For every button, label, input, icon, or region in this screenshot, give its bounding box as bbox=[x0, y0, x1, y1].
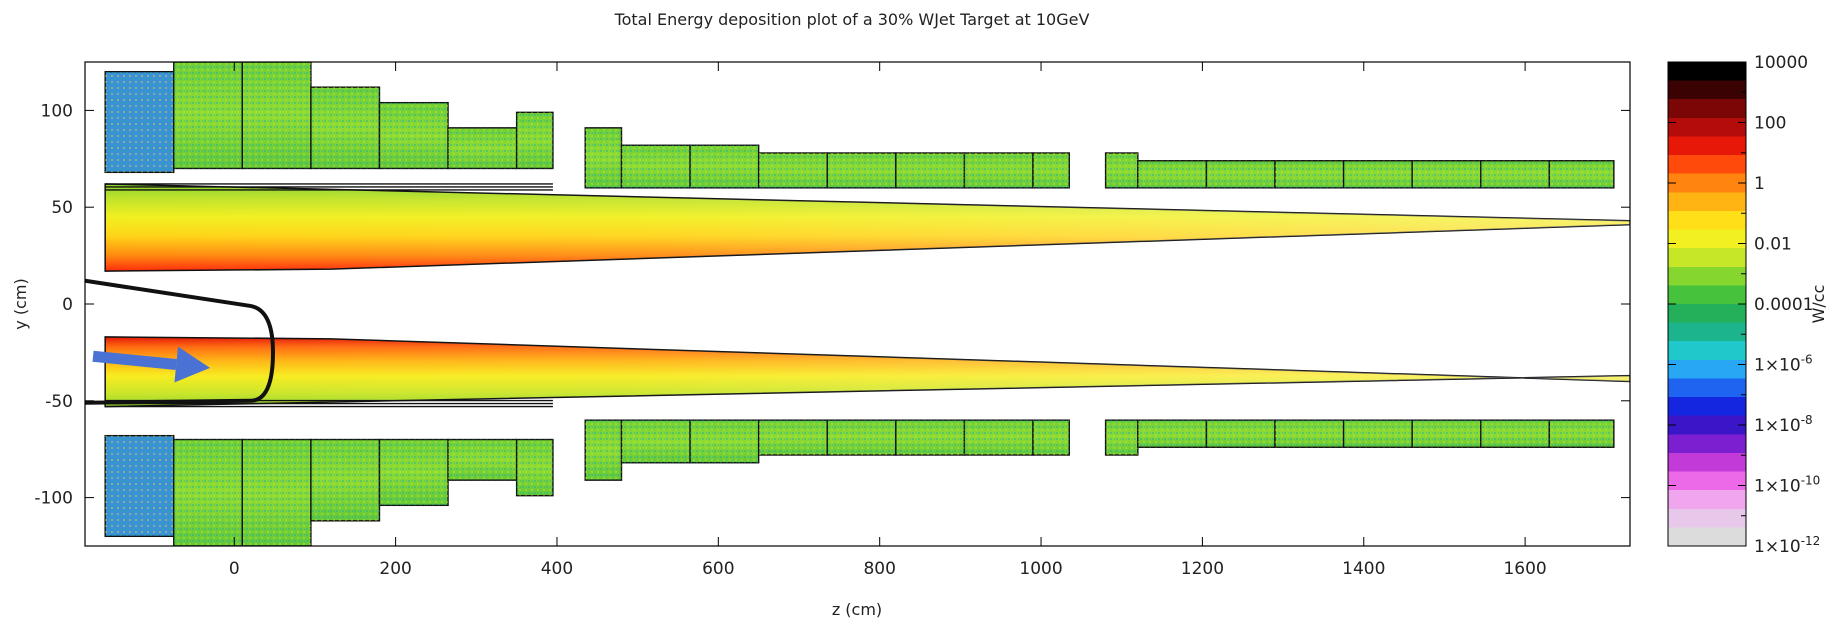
colorbar-tick-label: 10000 bbox=[1754, 53, 1808, 73]
colorbar-tick-label: 100 bbox=[1754, 114, 1786, 134]
upper-shield-blocks-texture-17 bbox=[1206, 160, 1276, 188]
lower-shield-blocks-texture-5 bbox=[448, 439, 517, 481]
colorbar-tick-exponent: -10 bbox=[1801, 474, 1821, 488]
upper-shield-blocks-texture-8 bbox=[621, 145, 691, 188]
lower-shield-blocks-texture-17 bbox=[1206, 420, 1276, 448]
colorbar-tick-label: 1×10-6 bbox=[1754, 353, 1813, 376]
upper-shield-blocks-texture-14 bbox=[1032, 152, 1070, 188]
colorbar-gradient bbox=[1667, 61, 1747, 547]
y-tick-label: 0 bbox=[62, 295, 73, 315]
lower-shield-blocks-texture-8 bbox=[621, 420, 691, 463]
colorbar-tick-label: 1×10-12 bbox=[1754, 534, 1820, 557]
upper-shield-blocks-texture-10 bbox=[758, 152, 828, 188]
lower-shield-blocks-texture-7 bbox=[585, 420, 622, 481]
colorbar-tick-exponent: -12 bbox=[1801, 534, 1821, 548]
upper-shield-blocks-texture-0 bbox=[105, 71, 174, 173]
lower-shield-blocks-texture-14 bbox=[1032, 420, 1070, 456]
y-axis-label: y (cm) bbox=[11, 278, 30, 329]
lower-shield-blocks-texture-13 bbox=[964, 420, 1033, 456]
colorbar-label: W/cc bbox=[1809, 285, 1828, 324]
x-tick-label: 400 bbox=[541, 559, 573, 579]
lower-shield-blocks-texture-1 bbox=[173, 439, 243, 546]
target-outline bbox=[85, 278, 275, 405]
plot-area bbox=[85, 62, 1630, 546]
annotations bbox=[92, 346, 211, 383]
y-tick-label: -50 bbox=[45, 392, 73, 412]
x-axis-label: z (cm) bbox=[832, 600, 882, 619]
upper-shield-blocks-texture-5 bbox=[448, 127, 517, 169]
x-tick-label: 0 bbox=[229, 559, 240, 579]
upper-beam-pipe-deposition-fade bbox=[105, 183, 1630, 272]
lower-shield-blocks-texture-15 bbox=[1105, 420, 1138, 456]
upper-shield-blocks-texture-1 bbox=[173, 62, 243, 169]
x-axis: 0 200 400 600 800 1000 1200 1400 1600 bbox=[229, 62, 1547, 579]
lower-shield-blocks-texture-21 bbox=[1480, 420, 1550, 448]
lower-beam-pipe-deposition-fade bbox=[105, 336, 1630, 407]
colorbar-tick-label: 0.0001 bbox=[1754, 295, 1813, 315]
lower-shield-blocks-texture-18 bbox=[1275, 420, 1344, 448]
x-tick-label: 1200 bbox=[1181, 559, 1224, 579]
x-tick-label: 1000 bbox=[1019, 559, 1062, 579]
lower-shield-blocks-texture-0 bbox=[105, 435, 174, 537]
upper-shield-blocks-texture-22 bbox=[1549, 160, 1614, 188]
lower-shield-blocks-texture-16 bbox=[1137, 420, 1207, 448]
upper-shield-blocks-texture-15 bbox=[1105, 152, 1138, 188]
x-tick-label: 1600 bbox=[1503, 559, 1546, 579]
lower-shield-blocks-texture-22 bbox=[1549, 420, 1614, 448]
upper-shield-blocks-texture-20 bbox=[1412, 160, 1481, 188]
lower-shield-blocks-texture-2 bbox=[242, 439, 311, 546]
lower-shield-blocks-texture-20 bbox=[1412, 420, 1481, 448]
upper-shield-blocks-texture-12 bbox=[895, 152, 965, 188]
lower-shield-blocks-texture-10 bbox=[758, 420, 828, 456]
colorbar-tick-label: 0.01 bbox=[1754, 235, 1792, 255]
colorbar-tick-exponent: -6 bbox=[1801, 353, 1813, 367]
y-tick-label: -100 bbox=[34, 489, 73, 509]
lower-shield-blocks-texture-19 bbox=[1343, 420, 1413, 448]
upper-shield-blocks-texture-11 bbox=[827, 152, 896, 188]
upper-shield-blocks-texture-18 bbox=[1275, 160, 1344, 188]
y-tick-label: 50 bbox=[51, 198, 73, 218]
upper-shield-blocks-texture-7 bbox=[585, 127, 622, 188]
upper-shield-blocks-texture-13 bbox=[964, 152, 1033, 188]
deposition-regions bbox=[85, 62, 1630, 546]
x-tick-label: 1400 bbox=[1342, 559, 1385, 579]
upper-shield-blocks-texture-6 bbox=[516, 112, 553, 169]
colorbar: 10000 100 1 0.01 0.0001 1×10-6 1×10-8 1×10-10 1×… bbox=[1667, 53, 1828, 557]
upper-shield-blocks-texture-2 bbox=[242, 62, 311, 169]
x-tick-label: 200 bbox=[379, 559, 411, 579]
chart-title: Total Energy deposition plot of a 30% WJ… bbox=[614, 10, 1090, 29]
upper-shield-blocks-texture-3 bbox=[310, 87, 380, 169]
colorbar-tick-exponent: -8 bbox=[1801, 413, 1813, 427]
upper-shield-blocks-texture-16 bbox=[1137, 160, 1207, 188]
upper-shield-blocks-texture-9 bbox=[690, 145, 759, 188]
colorbar-tick-label: 1 bbox=[1754, 174, 1765, 194]
lower-shield-blocks-texture-12 bbox=[895, 420, 965, 456]
beam-arrow-head bbox=[174, 346, 211, 383]
upper-shield-blocks-texture-4 bbox=[379, 102, 449, 169]
lower-shield-blocks-texture-9 bbox=[690, 420, 759, 463]
lower-shield-blocks-texture-4 bbox=[379, 439, 449, 506]
lower-shield-blocks-texture-3 bbox=[310, 439, 380, 521]
y-axis: 100 50 0 -50 -100 bbox=[34, 101, 1630, 509]
colorbar-tick-label: 1×10-10 bbox=[1754, 474, 1820, 497]
upper-shield-blocks-texture-21 bbox=[1480, 160, 1550, 188]
y-tick-label: 100 bbox=[41, 101, 73, 121]
x-tick-label: 600 bbox=[702, 559, 734, 579]
lower-shield-blocks-texture-6 bbox=[516, 439, 553, 496]
lower-shield-blocks-texture-11 bbox=[827, 420, 896, 456]
colorbar-tick-label: 1×10-8 bbox=[1754, 413, 1813, 436]
upper-shield-blocks-texture-19 bbox=[1343, 160, 1413, 188]
x-tick-label: 800 bbox=[863, 559, 895, 579]
beam-arrow-shaft bbox=[92, 350, 177, 371]
